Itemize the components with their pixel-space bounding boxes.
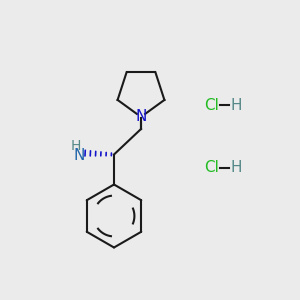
Text: Cl: Cl — [204, 98, 219, 112]
Text: N: N — [74, 148, 85, 163]
Text: H: H — [230, 98, 242, 112]
Text: N: N — [135, 110, 147, 124]
Text: H: H — [71, 140, 81, 153]
Text: H: H — [230, 160, 242, 175]
Text: Cl: Cl — [204, 160, 219, 175]
